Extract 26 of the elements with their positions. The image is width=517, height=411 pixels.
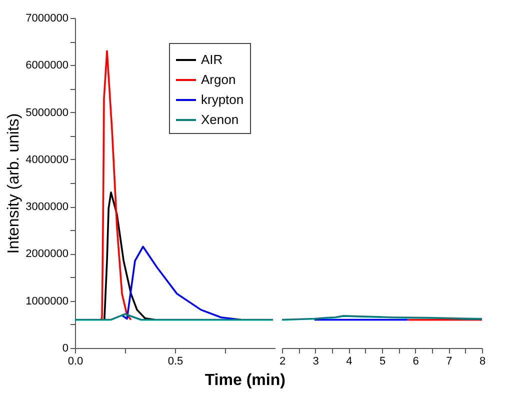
y-tick-label: 1000000 [26,295,68,308]
legend-label: AIR [201,52,223,67]
x-tick-label: 8 [479,356,486,368]
y-tick-label: 4000000 [26,154,68,166]
y-tick-label: 7000000 [26,12,68,24]
line-series [104,192,156,321]
x-tick-label: 0.0 [68,356,84,368]
y-tick-label: 5000000 [26,106,68,119]
x-axis-title: Time (min) [204,372,286,389]
x-tick-label: 3 [312,356,319,368]
x-tick-label: 4 [346,356,352,368]
y-axis-title: Intensity (arb. units) [6,113,23,254]
y-tick-label: 3000000 [26,201,68,214]
x-tick-label: 2 [279,356,286,368]
line-series [100,50,132,321]
y-tick-label: 2000000 [26,248,68,260]
x-tick-label: 5 [379,356,386,368]
line-series [120,246,242,321]
legend-label: Argon [201,72,236,87]
y-tick-label: 0 [62,342,68,354]
x-tick-label: 0.5 [168,356,184,368]
y-tick-label: 6000000 [26,60,68,72]
legend-label: krypton [201,92,244,107]
x-tick-label: 6 [412,356,419,368]
legend-label: Xenon [201,112,239,127]
x-tick-label: 7 [446,356,452,368]
